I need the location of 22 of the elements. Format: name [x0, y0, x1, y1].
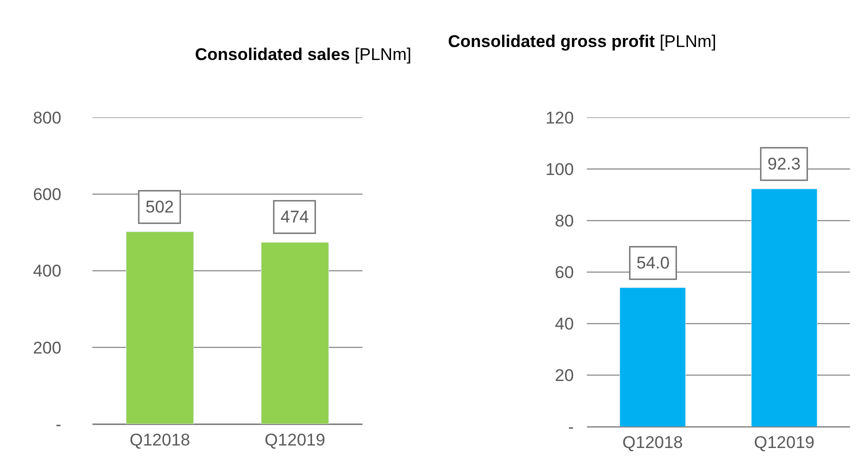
chart-title: Consolidated sales [PLNm] — [195, 45, 412, 64]
y-tick-label: - — [568, 418, 574, 437]
y-tick-label: 20 — [554, 366, 574, 386]
y-tick-label: 600 — [32, 185, 62, 204]
y-tick-label: 80 — [554, 212, 574, 231]
x-tick-label: Q12018 — [130, 430, 190, 450]
data-label: 502 — [146, 198, 174, 216]
x-tick-label: Q12018 — [622, 433, 683, 452]
x-tick-label: Q12019 — [754, 433, 814, 452]
data-label: 474 — [280, 208, 309, 226]
y-tick-label: 800 — [32, 108, 62, 128]
y-tick-label: 200 — [32, 338, 62, 358]
y-tick-label: 60 — [554, 263, 574, 282]
y-tick-label: - — [56, 414, 62, 434]
y-tick-label: 120 — [545, 108, 574, 128]
x-tick-label: Q12019 — [264, 430, 326, 450]
y-tick-label: 100 — [545, 160, 574, 180]
y-tick-label: 40 — [554, 314, 574, 334]
y-tick-label: 400 — [32, 262, 62, 281]
data-label: 54.0 — [636, 254, 670, 272]
chart-title: Consolidated gross profit [PLNm] — [448, 32, 716, 51]
data-label: 92.3 — [768, 154, 801, 174]
